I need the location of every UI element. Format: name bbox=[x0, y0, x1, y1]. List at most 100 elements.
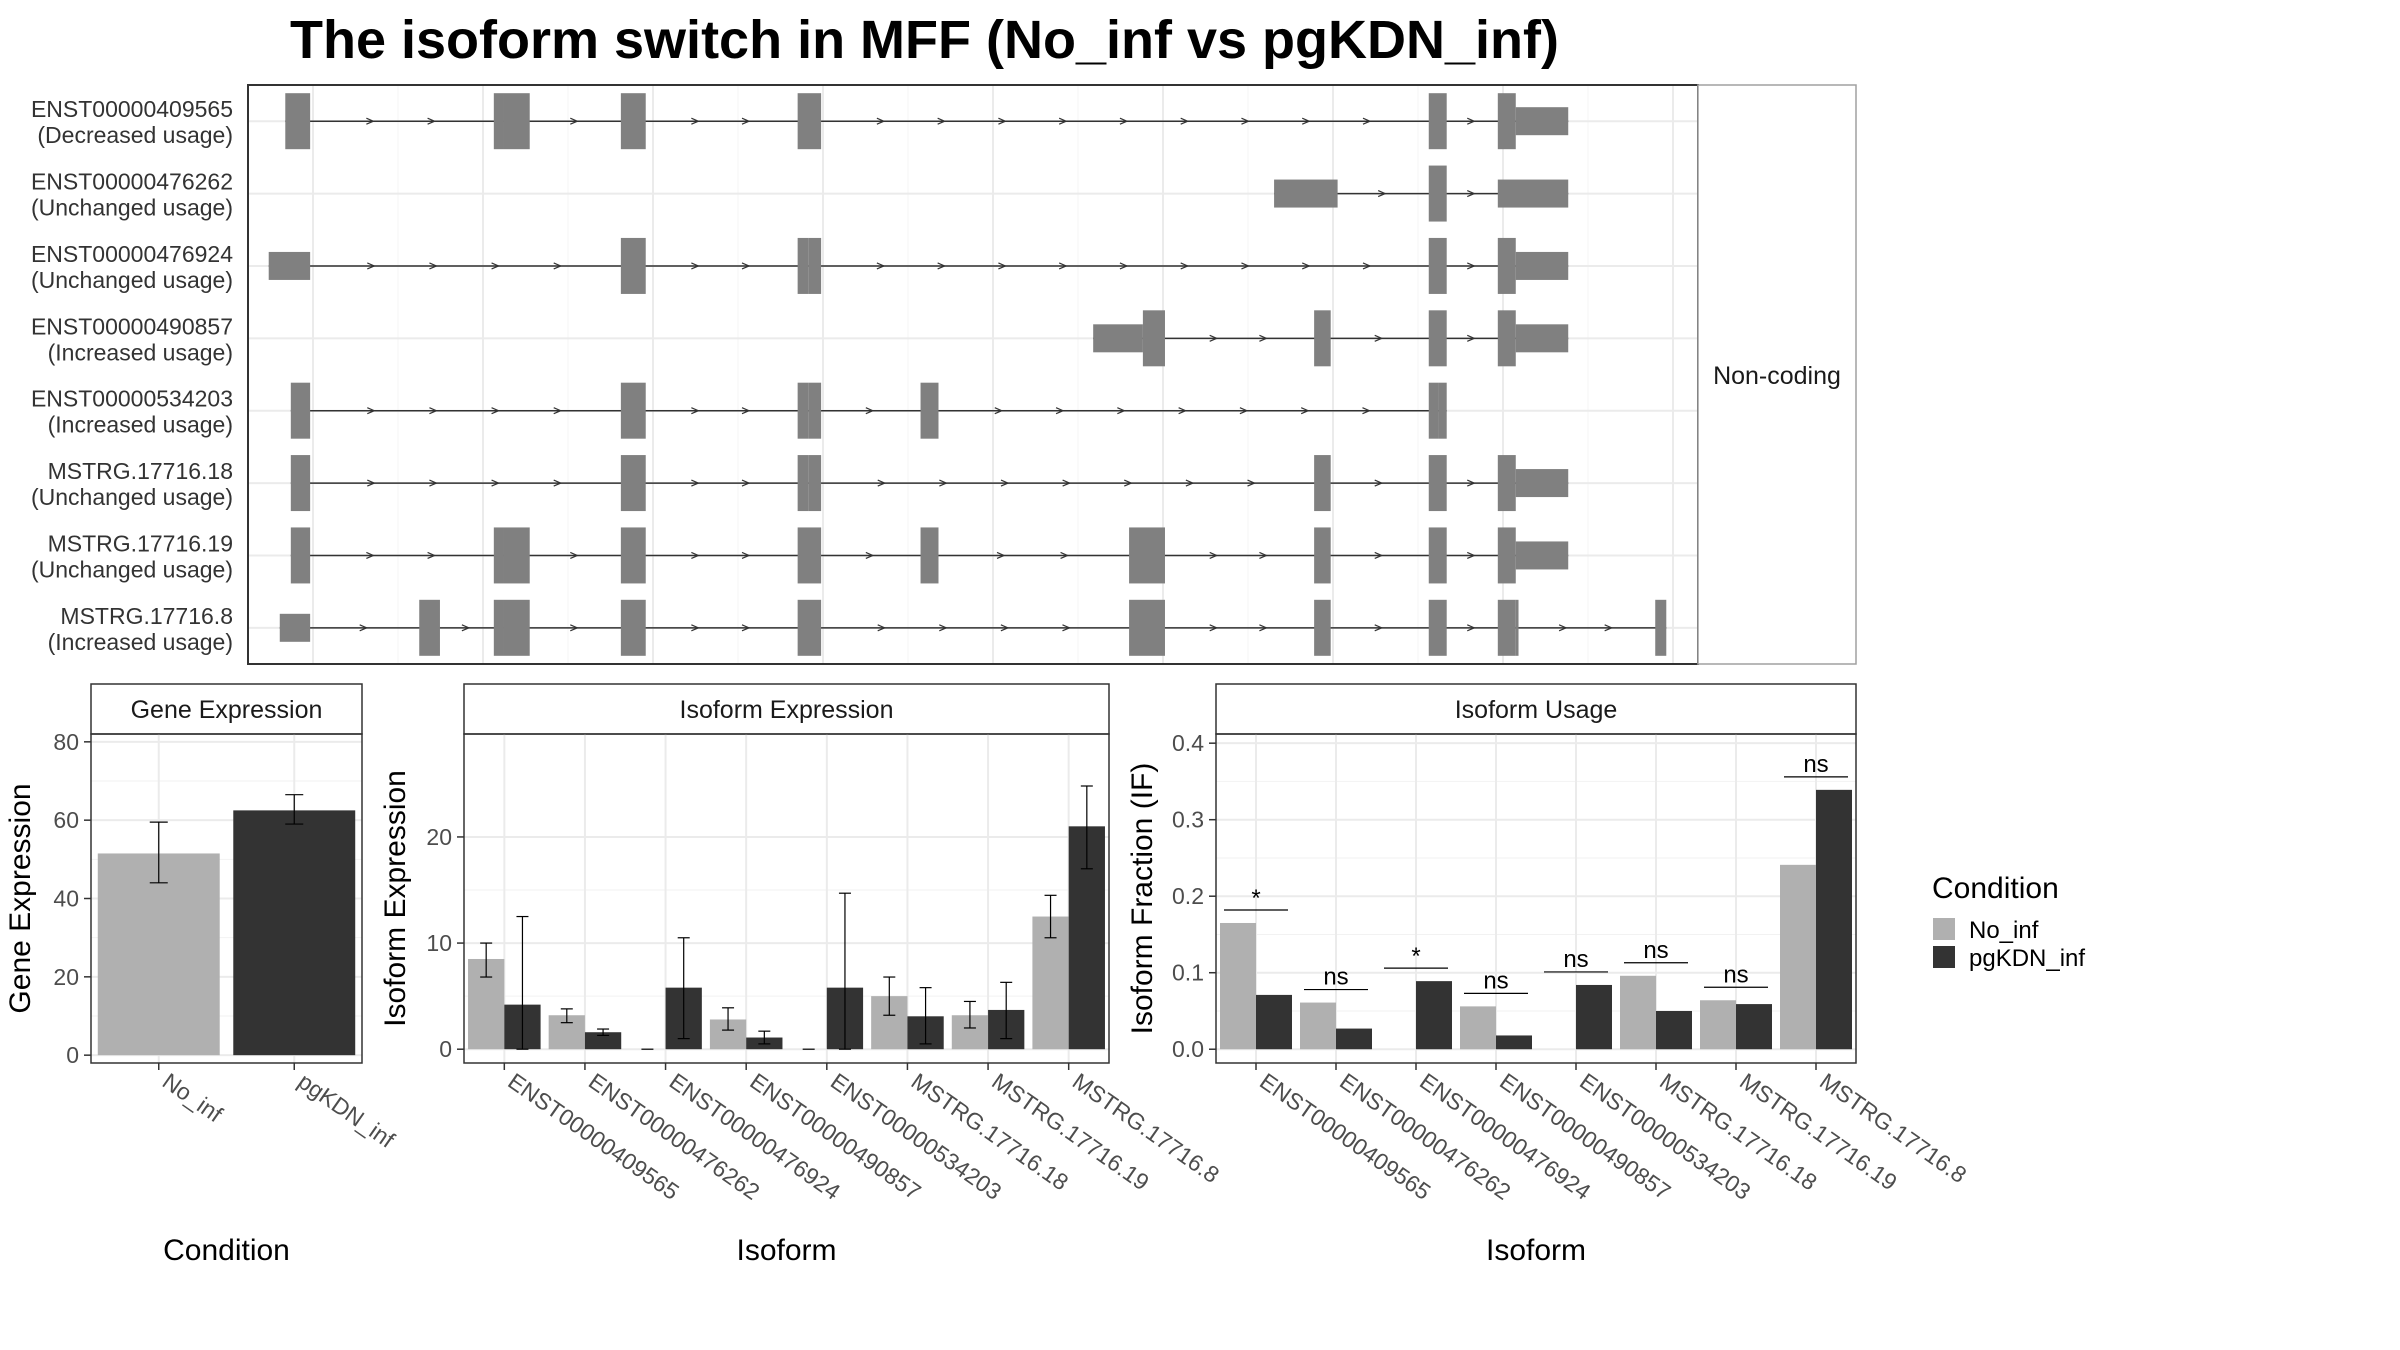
panel-strip bbox=[463, 683, 1110, 735]
y-tick-label: 60 bbox=[53, 807, 79, 833]
strand-arrow bbox=[1301, 262, 1311, 270]
strand-arrow bbox=[491, 479, 501, 487]
transcript-id-label: ENST00000534203 bbox=[31, 386, 233, 412]
condition-legend: Condition No_inf pgKDN_inf bbox=[1932, 872, 2085, 972]
exon-block bbox=[620, 93, 646, 150]
panel-strip bbox=[1215, 683, 1857, 735]
exon-block bbox=[503, 527, 530, 584]
exon-block bbox=[620, 237, 646, 294]
strand-arrow bbox=[367, 407, 376, 415]
strand-arrow bbox=[1058, 262, 1068, 270]
strand-arrow bbox=[1374, 551, 1384, 559]
transcript-id-label: MSTRG.17716.8 bbox=[60, 603, 233, 629]
bar-no-inf-mstrg-17716-19 bbox=[1700, 1000, 1736, 1050]
exon-block bbox=[1428, 93, 1447, 150]
strand-arrow bbox=[741, 551, 751, 559]
bar-pgkdn-inf-enst00000476924 bbox=[1416, 981, 1452, 1050]
bar-no-inf-mstrg-17716-8 bbox=[1780, 864, 1816, 1050]
exon-block bbox=[1515, 324, 1569, 353]
panel-strip-title: Isoform Expression bbox=[680, 696, 894, 724]
strand-arrow bbox=[1119, 117, 1129, 125]
bar-no-inf bbox=[97, 853, 220, 1056]
exon-block bbox=[1314, 310, 1331, 367]
strand-arrow bbox=[691, 117, 700, 125]
exon-block bbox=[279, 613, 311, 642]
significance-label: * bbox=[1251, 885, 1260, 912]
strand-arrow bbox=[939, 479, 948, 487]
bar-no-inf-mstrg-17716-18 bbox=[1620, 975, 1656, 1050]
legend-label-pgkdn-inf: pgKDN_inf bbox=[1969, 945, 2085, 972]
legend-swatch-no-inf bbox=[1933, 918, 1955, 940]
strand-arrow bbox=[691, 551, 700, 559]
strand-arrow bbox=[1180, 117, 1190, 125]
bar-pgkdn-inf-mstrg-17716-8 bbox=[1816, 789, 1852, 1050]
exon-block bbox=[1129, 527, 1165, 584]
exon-block bbox=[1515, 599, 1519, 656]
exon-block bbox=[1142, 310, 1165, 367]
exon-block bbox=[620, 599, 646, 656]
exon-block bbox=[493, 527, 504, 584]
x-axis-title: Isoform bbox=[1486, 1234, 1586, 1267]
strand-arrow bbox=[1062, 624, 1072, 632]
exon-block bbox=[920, 527, 939, 584]
strand-arrow bbox=[741, 407, 751, 415]
significance-label: ns bbox=[1723, 961, 1748, 988]
strand-arrow bbox=[1301, 117, 1311, 125]
exon-block bbox=[1515, 251, 1569, 280]
y-tick-label: 0.0 bbox=[1172, 1036, 1204, 1062]
bar-pgkdn-inf-enst00000476262 bbox=[1336, 1028, 1372, 1050]
exon-block bbox=[797, 455, 809, 512]
strand-arrow bbox=[1241, 262, 1250, 270]
transcript-labels: ENST00000409565(Decreased usage) ENST0000… bbox=[31, 96, 233, 655]
exon-block bbox=[290, 382, 311, 439]
y-tick-label: 40 bbox=[53, 886, 79, 912]
strand-arrow bbox=[429, 407, 438, 415]
exon-block bbox=[1515, 469, 1569, 498]
exon-block bbox=[1497, 455, 1516, 512]
strand-arrow bbox=[427, 117, 437, 125]
significance-label: ns bbox=[1803, 751, 1828, 778]
x-axis-title: Isoform bbox=[736, 1234, 836, 1267]
strand-arrow bbox=[937, 117, 947, 125]
transcript-tracks bbox=[268, 93, 1667, 656]
transcript-track-enst00000476262 bbox=[1274, 165, 1569, 222]
transcript-track-enst00000476924 bbox=[268, 237, 1569, 294]
transcript-track-enst00000534203 bbox=[290, 382, 1447, 439]
non-coding-strip bbox=[1697, 84, 1857, 665]
strand-arrow bbox=[998, 117, 1007, 125]
y-axis-title: Isoform Expression bbox=[379, 770, 412, 1027]
transcript-usage-label: (Unchanged usage) bbox=[31, 484, 233, 510]
strand-arrow bbox=[1362, 407, 1371, 415]
strand-arrow bbox=[570, 624, 579, 632]
strand-arrow bbox=[877, 479, 887, 487]
transcript-structure-panel: Non-coding ENST00000409565(Decreased usa… bbox=[31, 84, 1857, 665]
exon-block bbox=[808, 455, 822, 512]
strand-arrow bbox=[359, 624, 369, 632]
exon-block bbox=[1497, 237, 1516, 294]
y-tick-label: 0.4 bbox=[1172, 730, 1204, 756]
y-tick-label: 20 bbox=[426, 824, 452, 850]
bar-pgkdn-inf bbox=[233, 810, 356, 1056]
strand-arrow bbox=[1119, 262, 1129, 270]
strand-arrow bbox=[1300, 407, 1310, 415]
exon-block bbox=[620, 455, 646, 512]
exon-block bbox=[493, 93, 504, 150]
exon-block bbox=[290, 455, 311, 512]
strand-arrow bbox=[876, 262, 886, 270]
exon-block bbox=[419, 599, 440, 656]
exon-block bbox=[285, 93, 311, 150]
strand-arrow bbox=[865, 551, 875, 559]
transcript-usage-label: (Unchanged usage) bbox=[31, 195, 233, 221]
transcript-usage-label: (Unchanged usage) bbox=[31, 267, 233, 293]
strand-arrow bbox=[1259, 551, 1268, 559]
transcript-id-label: MSTRG.17716.18 bbox=[48, 458, 233, 484]
exon-block bbox=[1428, 455, 1447, 512]
y-tick-label: 0 bbox=[439, 1036, 452, 1062]
strand-arrow bbox=[1362, 262, 1372, 270]
strand-arrow bbox=[1178, 407, 1188, 415]
strand-arrow bbox=[1058, 117, 1068, 125]
exon-block bbox=[503, 93, 530, 150]
strand-arrow bbox=[1000, 624, 1010, 632]
exon-block bbox=[1274, 179, 1338, 208]
